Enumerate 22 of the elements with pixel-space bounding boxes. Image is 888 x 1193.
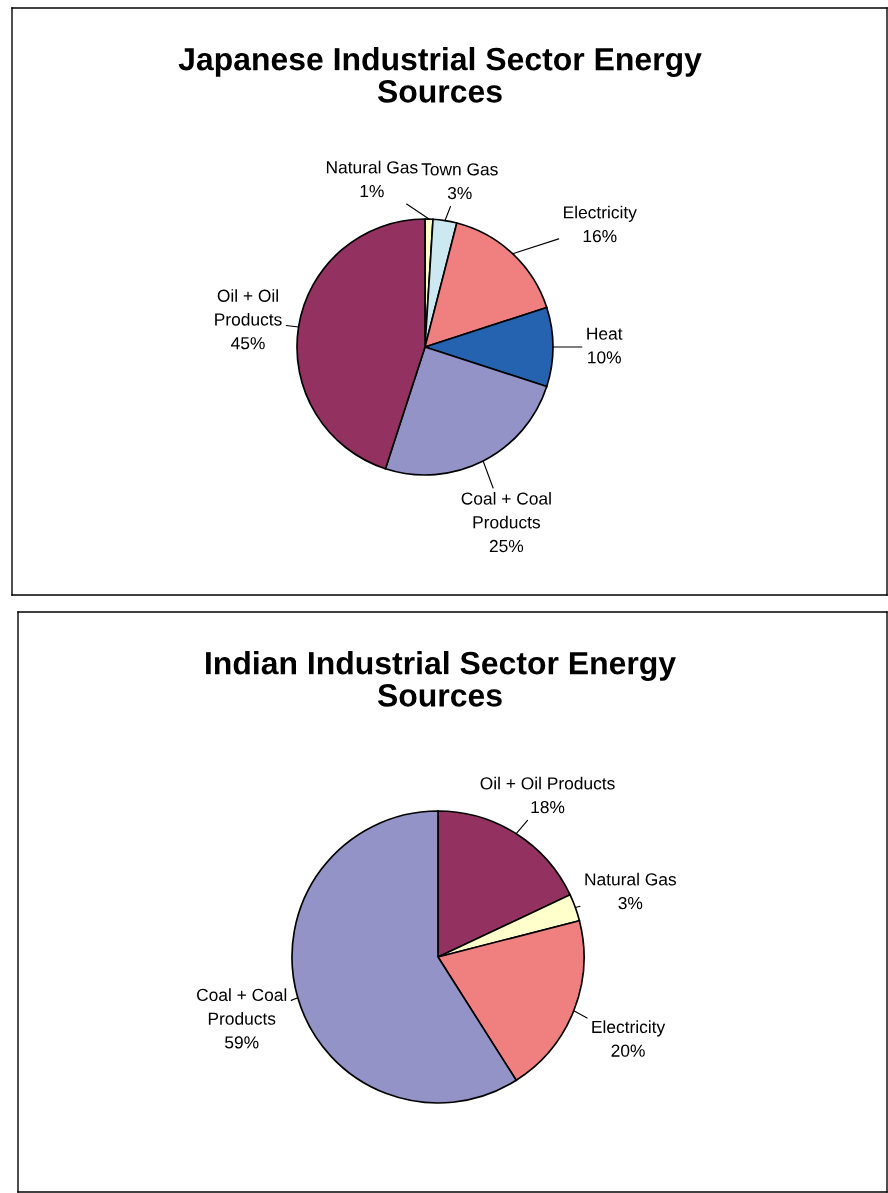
data-label: 3% bbox=[447, 186, 472, 200]
data-label: 20% bbox=[611, 1044, 645, 1057]
data-label: 59% bbox=[225, 1036, 259, 1049]
slice-label: Coal + Coal Products bbox=[197, 988, 287, 1025]
slice-label: Electricity bbox=[564, 205, 637, 222]
data-label: 25% bbox=[489, 539, 524, 553]
data-label: 18% bbox=[531, 800, 565, 814]
slice-label: Coal + Coal Products bbox=[461, 491, 551, 529]
slice-label: Electricity bbox=[592, 1020, 666, 1037]
data-label: 10% bbox=[588, 351, 621, 364]
slice-label: Oil + Oil Products bbox=[215, 289, 282, 326]
slice-label: Natural Gas bbox=[326, 160, 418, 174]
slice-label: Natural Gas bbox=[585, 872, 677, 886]
slice-label: Town Gas bbox=[421, 163, 498, 176]
data-label: 3% bbox=[618, 896, 643, 910]
chart-title: Japanese Industrial Sector Energy Sources bbox=[178, 46, 702, 103]
data-label: 1% bbox=[360, 184, 384, 198]
chart-title: Indian Industrial Sector Energy Sources bbox=[206, 650, 676, 707]
data-label: 16% bbox=[583, 229, 617, 243]
slice-label: Heat bbox=[587, 327, 623, 340]
data-label: 45% bbox=[231, 337, 265, 350]
slice-label: Oil + Oil Products bbox=[480, 776, 615, 790]
